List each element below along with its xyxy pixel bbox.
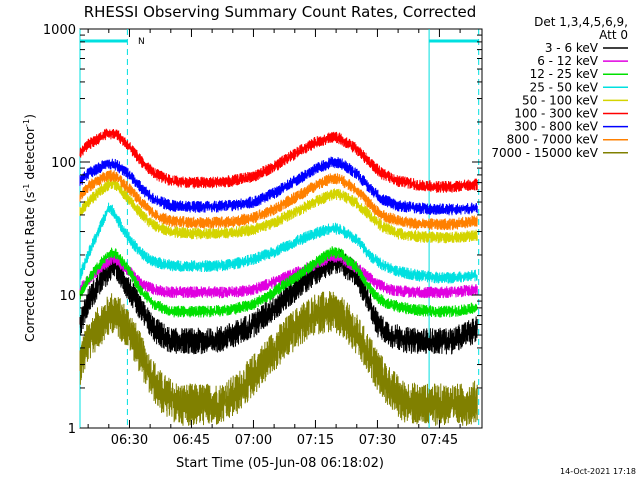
legend-label-3: 25 - 50 keV	[530, 80, 599, 94]
series-line-12to25keV	[79, 246, 478, 318]
y-axis-label-sup1: -1	[22, 184, 31, 192]
x-tick-label-1: 06:45	[173, 433, 210, 448]
series-line-25to50keV	[79, 202, 478, 284]
plot-area: 1 10 100 1000 06:30 06:45 07:00 07:15 07:30 07:4…	[43, 23, 483, 448]
x-tick-label-5: 07:45	[421, 433, 458, 448]
legend-label-6: 300 - 800 keV	[514, 120, 598, 134]
series-line-800to7000keV	[79, 170, 478, 231]
series-line-300to800keV	[79, 156, 478, 216]
series-line-6to12keV	[79, 251, 478, 299]
chart-title: RHESSI Observing Summary Count Rates, Co…	[84, 3, 477, 21]
x-tick-label-0: 06:30	[111, 433, 148, 448]
x-axis-label: Start Time (05-Jun-08 06:18:02)	[176, 456, 384, 471]
y-axis-label: Corrected Count Rate (s-1 detector-1)	[22, 114, 37, 342]
x-tick-label-4: 07:30	[359, 433, 396, 448]
y-tick-label-3: 1000	[43, 23, 76, 38]
legend-label-5: 100 - 300 keV	[514, 107, 598, 121]
legend-label-4: 50 - 100 keV	[522, 93, 599, 107]
footer-timestamp: 14-Oct-2021 17:18	[560, 467, 636, 476]
series-lines	[79, 128, 478, 426]
legend-header-line1: Det 1,3,4,5,6,9,	[534, 15, 628, 29]
x-tick-label-3: 07:15	[297, 433, 334, 448]
x-axis-ticks: 06:30 06:45 07:00 07:15 07:30 07:45	[87, 29, 461, 448]
y-tick-label-2: 100	[51, 156, 76, 171]
legend-label-2: 12 - 25 keV	[530, 67, 599, 81]
x-tick-label-2: 07:00	[235, 433, 272, 448]
legend-header-line2: Att 0	[599, 28, 628, 42]
y-axis-label-sup2: -1	[22, 119, 31, 127]
series-line-3to6keV	[79, 248, 478, 355]
series-line-50to100keV	[79, 177, 478, 244]
y-axis-label-main: Corrected Count Rate (s	[22, 192, 37, 342]
legend-label-0: 3 - 6 keV	[545, 41, 599, 55]
legend-label-8: 7000 - 15000 keV	[491, 146, 598, 160]
y-axis-ticks: 1 10 100 1000	[43, 23, 482, 437]
y-axis-label-end: )	[22, 114, 37, 119]
y-axis-label-mid: detector	[22, 126, 37, 184]
legend-label-1: 6 - 12 keV	[537, 54, 599, 68]
series-line-7000to15000keV	[79, 291, 478, 426]
y-tick-label-1: 10	[59, 289, 76, 304]
legend-label-7: 800 - 7000 keV	[507, 133, 599, 147]
series-line-100to300keV	[79, 128, 478, 193]
night-annotation: N	[138, 37, 145, 47]
y-tick-label-0: 1	[68, 422, 76, 437]
